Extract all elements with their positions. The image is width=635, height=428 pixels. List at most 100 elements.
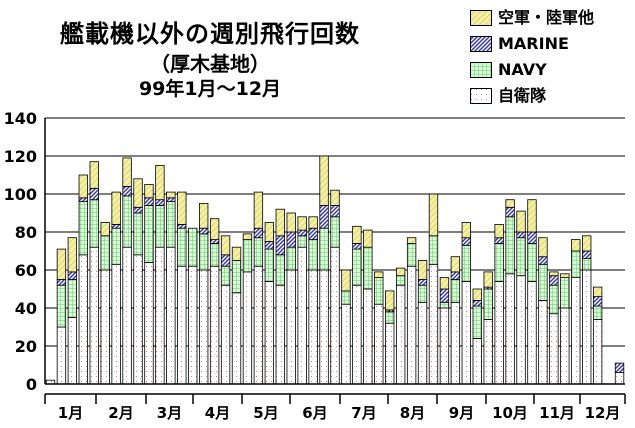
bar-week-13-sdf [177,265,187,385]
bar-week-42-sdf [494,280,504,385]
y-tick-label: 80 [15,223,37,242]
bar-week-9-marine [133,206,143,214]
month-label: 5月 [253,404,278,422]
bar-week-49-sdf [571,277,581,385]
bar-week-9-navy [133,212,143,256]
bar-week-6-other [100,222,110,237]
bar-week-38-sdf [450,301,461,385]
bar-week-51-sdf [592,318,603,385]
legend-swatch-marine [470,36,492,52]
bar-week-26-sdf [319,269,329,385]
month-label: 3月 [157,404,182,422]
bar-week-10-navy [144,204,154,263]
bar-week-37-sdf [439,307,450,385]
bar-week-29-sdf [352,284,362,385]
y-tick-label: 100 [4,185,37,204]
bar-week-11-navy [155,204,165,248]
bar-week-43-marine [505,206,515,218]
bar-week-2-marine [56,279,67,286]
bar-week-39-other [461,222,471,239]
bar-week-43-sdf [505,273,515,385]
bar-week-53-marine [614,362,625,374]
bar-week-16-sdf [209,265,220,385]
bar-week-11-marine [155,199,165,206]
month-label: 8月 [400,404,425,422]
bar-week-50-other [582,235,592,252]
y-tick-label: 140 [4,109,37,128]
bar-week-46-marine [538,256,548,265]
axes: 0 20 40 60 80 100 120 140 1月 2月 3月 4月 5月 6月 7月 8月 9月 10月 1… [4,109,626,422]
bar-week-29-marine [352,242,362,250]
month-label: 10月 [492,404,528,422]
bar-week-42-other [494,223,504,239]
bar-week-29-other [352,225,362,244]
bar-week-26-navy [319,227,329,271]
bar-week-48-sdf [560,307,570,385]
bar-week-17-other [220,235,231,256]
chart-subtitle-location: （厚木基地） [150,52,270,76]
bar-week-6-sdf [100,269,110,385]
bar-week-38-marine [450,271,461,280]
bar-week-25-other [308,216,318,229]
bar-week-30-navy [363,246,373,290]
bar-week-21-other [264,222,275,242]
bar-week-41-navy [483,288,493,320]
bar-week-24-marine [297,229,307,237]
bar-week-2-navy [56,284,67,328]
bar-week-34-other [406,237,417,244]
month-label: 2月 [108,404,133,422]
bar-week-10-other [144,184,154,199]
bar-week-36-sdf [428,263,439,385]
bar-week-51-navy [592,305,603,320]
bar-week-41-other [483,271,493,288]
bar-week-39-marine [461,237,471,246]
legend-label-navy: NAVY [498,60,547,79]
bar-week-25-sdf [308,269,318,385]
bar-week-20-sdf [253,265,264,385]
bar-week-23-marine [286,231,296,248]
bar-week-44-other [516,210,526,233]
bar-week-26-marine [319,204,329,229]
bar-week-15-navy [199,233,209,271]
bar-week-5-marine [89,187,99,201]
bar-week-11-sdf [155,246,165,385]
bar-week-12-marine [166,197,176,203]
month-label: 1月 [58,404,83,422]
bar-week-51-marine [592,296,603,307]
bar-week-12-sdf [166,246,176,385]
bar-week-7-other [111,191,121,225]
bar-week-48-other [560,273,570,278]
bar-week-11-other [155,165,165,201]
bar-week-3-navy [67,279,78,318]
bar-week-47-navy [549,284,559,315]
bar-week-30-sdf [363,288,373,385]
bar-week-35-marine [417,279,428,286]
bar-week-35-other [417,260,428,280]
bar-week-45-navy [527,242,537,282]
bar-week-10-sdf [144,261,154,385]
legend-swatch-sdf [470,88,492,104]
bar-week-37-other [439,277,450,290]
bar-week-32-navy [385,311,395,324]
bar-week-31-navy [374,277,384,305]
bars [45,155,625,385]
bar-week-22-sdf [275,284,285,385]
bar-week-23-sdf [286,269,296,385]
bar-week-9-other [133,178,143,208]
bar-week-28-navy [341,290,351,305]
bar-week-40-sdf [472,337,482,385]
bar-week-30-other [363,229,373,248]
bar-week-2-sdf [56,326,67,385]
bar-week-13-navy [177,227,187,267]
bar-week-40-navy [472,305,482,339]
bar-week-4-other [78,174,88,199]
bar-week-24-navy [297,235,307,248]
bar-week-47-sdf [549,313,559,385]
bar-week-27-navy [330,216,340,248]
bar-week-36-navy [428,235,439,265]
bar-week-18-navy [231,260,242,294]
bar-week-46-other [538,237,548,258]
month-label: 11月 [539,404,575,422]
bar-week-44-navy [516,237,526,277]
bar-week-40-marine [472,299,482,307]
